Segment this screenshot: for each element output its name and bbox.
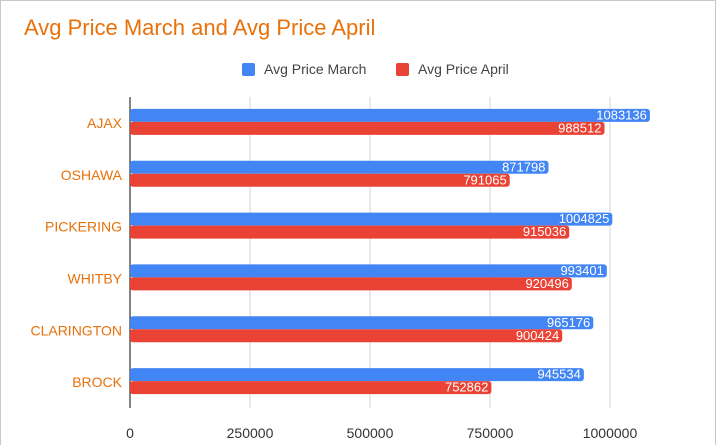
bar-1-4 [130,329,563,343]
data-label-1-0: 988512 [558,120,601,135]
category-label-2: PICKERING [45,219,122,235]
legend-swatch-april [396,62,409,76]
bar-1-0 [130,121,605,135]
bar-1-2 [130,225,570,239]
x-tick-label-3: 750000 [467,425,514,441]
data-label-1-1: 791065 [463,172,506,187]
legend-item-march: Avg Price March [242,60,366,78]
legend-item-april: Avg Price April [396,60,509,78]
x-tick-label-4: 1000000 [583,425,638,441]
data-label-1-2: 915036 [523,224,566,239]
chart-title: Avg Price March and Avg Price April [24,15,376,40]
data-label-1-4: 900424 [516,328,559,343]
data-label-0-3: 993401 [560,263,603,278]
data-label-0-2: 1004825 [559,211,610,226]
bar-1-1 [130,173,510,187]
x-tick-label-2: 500000 [347,425,394,441]
bar-0-2 [130,212,613,226]
bar-0-4 [130,316,594,330]
legend-swatch-march [242,62,255,76]
category-label-3: WHITBY [68,270,123,286]
data-label-1-3: 920496 [525,276,568,291]
category-label-5: BROCK [72,374,122,390]
bar-1-3 [130,277,572,291]
x-tick-label-0: 0 [126,425,134,441]
x-tick-label-1: 250000 [227,425,274,441]
data-label-0-5: 945534 [537,367,580,382]
bar-0-1 [130,160,549,174]
bar-0-5 [130,368,584,382]
legend-label-april: Avg Price April [418,61,509,77]
bar-0-3 [130,264,607,278]
category-label-4: CLARINGTON [30,322,122,338]
data-label-0-1: 871798 [502,159,545,174]
bar-0-0 [130,108,650,122]
data-label-1-5: 752862 [445,380,488,395]
category-label-0: AJAX [87,115,123,131]
legend-label-march: Avg Price March [264,61,367,77]
bar-1-5 [130,381,492,395]
legend: Avg Price March Avg Price April [1,60,718,80]
data-label-0-0: 1083136 [596,107,647,122]
category-label-1: OSHAWA [61,167,123,183]
data-label-0-4: 965176 [547,315,590,330]
